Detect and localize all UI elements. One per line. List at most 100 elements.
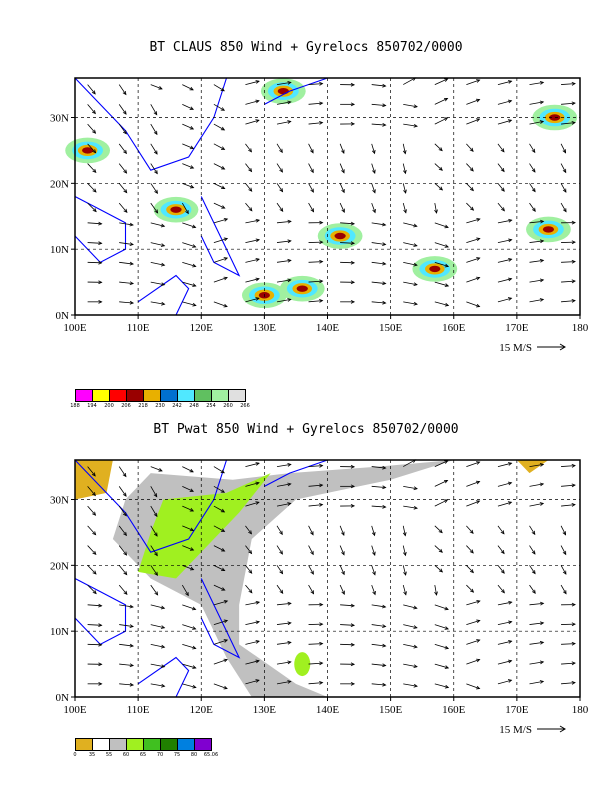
wind-arrowhead [310, 168, 314, 174]
wind-arrowhead [372, 169, 376, 174]
wind-vector [466, 639, 480, 645]
wind-arrowhead [220, 146, 226, 150]
wind-vector [308, 545, 314, 555]
wind-vector [245, 501, 260, 507]
wind-arrowhead [469, 569, 474, 574]
pwat-band-0 [516, 460, 549, 474]
chart-1-plot: 100E 110E 120E 130E 140E 150E 160E 170E 180 0N 10N… [50, 77, 589, 354]
wind-arrowhead [444, 665, 450, 669]
wind-arrowhead [413, 625, 418, 629]
x-tick-label: 160E [442, 704, 466, 716]
wind-vector [466, 500, 480, 507]
wind-arrowhead [160, 605, 166, 610]
wind-arrowhead [476, 79, 481, 83]
wind-vector [87, 466, 96, 477]
wind-vector [182, 143, 194, 149]
wind-vector [560, 202, 567, 212]
chart-2-plot: 100E 110E 120E 130E 140E 150E 160E 170E 180 0N 10N… [50, 459, 589, 736]
wind-arrowhead [154, 571, 158, 577]
wind-arrowhead [382, 222, 387, 227]
wind-vector [529, 622, 544, 625]
wind-vector [371, 525, 375, 536]
wind-arrowhead [129, 281, 135, 286]
wind-vector [87, 84, 96, 95]
wind-arrowhead [248, 569, 253, 574]
wind-arrowhead [444, 684, 450, 689]
wind-vector [466, 143, 474, 152]
wind-vector [150, 281, 165, 286]
cloud-blob [296, 285, 308, 292]
wind-vector [340, 222, 355, 225]
wind-vector [87, 202, 97, 212]
wind-arrowhead [92, 208, 97, 213]
wind-vector [403, 242, 417, 247]
wind-vector [276, 183, 283, 192]
wind-vector [403, 281, 418, 286]
wind-arrowhead [248, 589, 253, 594]
wind-vector [371, 466, 386, 469]
wind-arrowhead [571, 121, 576, 125]
chart-1-panel: 100E 110E 120E 130E 140E 150E 160E 170E 180 0N 10N… [0, 60, 612, 380]
wind-vector [118, 104, 127, 115]
wind-arrowhead [413, 223, 418, 228]
wind-vector [497, 621, 512, 625]
wind-arrowhead [469, 187, 474, 192]
wind-vector [529, 240, 544, 243]
wind-vector [371, 604, 386, 608]
wind-vector [276, 545, 283, 555]
wind-arrowhead [319, 259, 324, 264]
wind-vector [87, 222, 102, 225]
wind-vector [403, 485, 418, 490]
wind-vector [276, 299, 291, 303]
wind-arrowhead [129, 643, 134, 648]
wind-arrowhead [192, 606, 197, 611]
x-tick-label: 170E [505, 322, 529, 334]
wind-vector [308, 584, 314, 594]
wind-vector [339, 584, 345, 595]
wind-vector [529, 641, 544, 645]
colorbar-swatch [194, 389, 212, 402]
wind-vector [371, 261, 386, 265]
wind-arrowhead [248, 167, 253, 173]
wind-vector [118, 584, 128, 595]
wind-arrowhead [350, 221, 356, 226]
wind-arrowhead [341, 208, 345, 213]
wind-vector [497, 679, 512, 685]
wind-arrowhead [192, 263, 197, 268]
wind-arrowhead [403, 189, 407, 194]
wind-vector [403, 123, 418, 127]
wind-arrowhead [310, 149, 314, 154]
wind-vector [403, 624, 417, 629]
wind-arrowhead [255, 238, 261, 243]
wind-arrowhead [350, 241, 356, 246]
wind-arrowhead [539, 298, 545, 302]
wind-vector [466, 584, 474, 593]
wind-vector [561, 122, 576, 125]
wind-vector [466, 202, 474, 211]
wind-arrowhead [350, 82, 356, 87]
wind-arrowhead [531, 188, 536, 193]
wind-arrowhead [287, 100, 292, 105]
wind-arrowhead [189, 527, 195, 532]
wind-arrowhead [562, 550, 567, 556]
wind-arrowhead [508, 218, 513, 223]
wind-arrowhead [444, 302, 450, 307]
wind-arrowhead [508, 277, 513, 282]
wind-arrowhead [500, 549, 505, 555]
wind-arrowhead [571, 641, 576, 646]
wind-vector [119, 643, 134, 647]
wind-arrowhead [562, 188, 567, 193]
wind-arrowhead [508, 462, 513, 466]
wind-vector [182, 242, 196, 248]
wind-arrowhead [255, 462, 260, 466]
wind-vector [182, 84, 194, 91]
wind-arrowhead [221, 567, 226, 571]
wind-vector [118, 84, 127, 95]
wind-vector [466, 301, 480, 307]
wind-arrowhead [255, 679, 260, 683]
wind-arrowhead [507, 119, 513, 123]
wind-vector [150, 202, 158, 214]
wind-vector [403, 604, 417, 609]
wind-arrowhead [372, 551, 376, 556]
x-tick-label: 130E [253, 322, 277, 334]
